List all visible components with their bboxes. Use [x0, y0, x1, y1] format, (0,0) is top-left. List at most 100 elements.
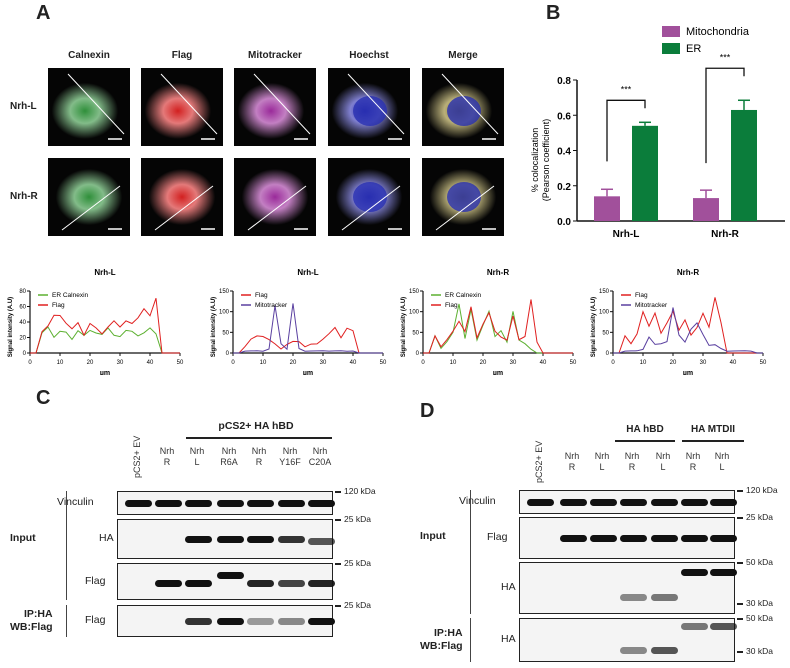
legend-swatch	[662, 43, 680, 54]
protein-band	[651, 594, 678, 601]
protein-band	[620, 647, 647, 654]
lane-label: Nrh R	[151, 446, 183, 468]
protein-band	[217, 500, 244, 507]
significance-bracket	[606, 99, 646, 162]
x-axis-label: µm	[303, 370, 313, 375]
micrograph-mitotracker-nrh-r	[234, 158, 316, 236]
protein-band	[710, 535, 737, 542]
kda-marker: 50 kDa	[737, 557, 773, 567]
lane-label: Nrh C20A	[304, 446, 336, 468]
plot-title: Nrh-R	[677, 268, 699, 277]
ip-bracket	[66, 605, 67, 637]
line-scan-path	[435, 185, 496, 231]
lane-label-line: Nrh	[251, 446, 267, 456]
lane-label-line: R	[628, 462, 636, 472]
panel-label-b: B	[546, 2, 561, 24]
lane-label: Nrh R6A	[213, 446, 245, 468]
micrograph-flag-nrh-l	[141, 68, 223, 146]
panel-label-a: A	[36, 2, 51, 24]
lane-label-line: R	[568, 462, 576, 472]
protein-band	[308, 580, 335, 587]
lane-label-line: R	[689, 462, 697, 472]
line-plot-1: Nrh-L 0 10 20 30 40 50 0 50 100 150 µm Signal intens…	[211, 268, 387, 375]
legend-label: Flag	[255, 292, 268, 299]
input-bracket	[470, 490, 471, 614]
significance-bracket	[705, 67, 745, 164]
bar-mitochondria-nrh-r	[693, 198, 719, 221]
kda-marker: 50 kDa	[737, 613, 773, 623]
y-tick-label: 60	[19, 305, 26, 311]
protein-band	[560, 535, 587, 542]
lane-label-line: Nrh	[624, 451, 640, 461]
lane-label-ev: pCS2+ EV	[534, 440, 544, 483]
line-scan-path	[67, 73, 125, 140]
protein-band	[527, 499, 554, 506]
x-tick-label: 30	[117, 360, 124, 366]
series-line-flag	[613, 297, 763, 354]
nucleus	[447, 96, 481, 126]
protein-band	[681, 535, 708, 542]
protein-band	[651, 647, 678, 654]
legend-label: Mitotracker	[635, 302, 668, 309]
bar-er-nrh-l	[632, 125, 658, 221]
y-tick-label: 50	[222, 330, 229, 336]
x-tick-label: 0	[231, 360, 235, 366]
protein-band	[185, 618, 212, 625]
plot-title: Nrh-R	[487, 268, 509, 277]
x-tick-label: 0	[28, 360, 32, 366]
lane-label: Nrh R	[556, 451, 588, 473]
x-tick-label: 40	[350, 360, 357, 366]
line-scan-path	[441, 73, 499, 140]
lane-label-line: L	[660, 462, 666, 472]
blot-strip-ha	[117, 519, 335, 559]
kda-marker: 120 kDa	[335, 486, 376, 496]
line-plot-0: Nrh-L 0 10 20 30 40 50 0 20 40 60 80 µm Signal intens…	[8, 268, 184, 375]
lane-label-line: C20A	[308, 457, 332, 467]
y-tick-label: 0	[226, 351, 230, 357]
protein-band	[185, 500, 212, 507]
row-label-ha: HA	[501, 581, 516, 593]
y-tick-label: 50	[412, 330, 419, 336]
x-axis-label: µm	[683, 370, 693, 375]
lane-label-line: Nrh	[655, 451, 671, 461]
group-label: pCS2+ HA hBD	[218, 420, 294, 432]
x-tick-label: 10	[260, 360, 267, 366]
protein-band	[278, 536, 305, 543]
y-axis-label: Signal intensity (A.U)	[211, 297, 217, 357]
significance-stars: ***	[621, 84, 632, 94]
ip-label-line: WB:Flag	[10, 621, 53, 633]
y-tick-label: 0.4	[557, 147, 571, 158]
protein-band	[590, 535, 617, 542]
row-label-ha: HA	[99, 532, 114, 544]
lane-label: Nrh L	[706, 451, 738, 473]
y-tick-label: 150	[599, 289, 610, 295]
column-header-mitotracker: Mitotracker	[248, 50, 302, 61]
legend-label: Flag	[52, 302, 65, 309]
protein-band	[681, 623, 708, 630]
protein-band	[278, 580, 305, 587]
lane-label-line: R6A	[220, 457, 238, 467]
significance-stars: ***	[720, 52, 731, 62]
protein-band	[590, 499, 617, 506]
x-tick-label: 0	[421, 360, 425, 366]
legend-label: Mitochondria	[686, 26, 750, 38]
kda-marker: 25 kDa	[335, 514, 371, 524]
plot-title: Nrh-L	[297, 268, 318, 277]
x-axis-label: µm	[100, 370, 110, 375]
protein-band	[125, 500, 152, 507]
y-tick-label: 0	[23, 351, 27, 357]
line-plot-2: Nrh-R 0 10 20 30 40 50 0 50 100 150 µm Signal intens…	[401, 268, 577, 375]
y-tick-label: 150	[409, 289, 420, 295]
y-tick-label: 80	[19, 289, 26, 295]
lane-label-line: Nrh	[159, 446, 175, 456]
x-tick-label: 50	[570, 360, 577, 366]
x-tick-label: 10	[450, 360, 457, 366]
micrograph-mitotracker-nrh-l	[234, 68, 316, 146]
ip-label-line: IP:HA	[23, 608, 53, 620]
protein-band	[710, 623, 737, 630]
legend-label: Mitotracker	[255, 302, 288, 309]
plot-title: Nrh-L	[94, 268, 115, 277]
y-tick-label: 20	[19, 336, 26, 342]
y-tick-label: 40	[19, 320, 26, 326]
line-scan-path	[154, 185, 215, 231]
